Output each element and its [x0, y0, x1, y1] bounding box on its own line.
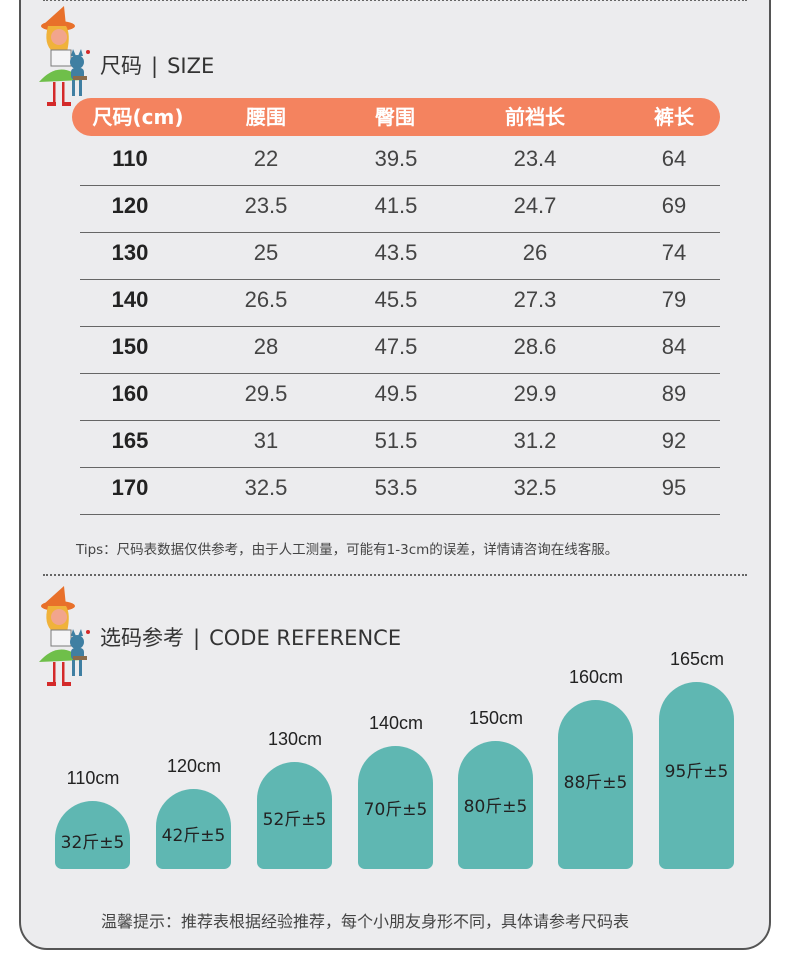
bar-weight-label: 32斤±5: [60, 833, 125, 853]
table-cell: 120: [111, 193, 149, 218]
table-cell: 69: [661, 193, 687, 218]
table-cell: 25: [253, 240, 279, 265]
bar-weight-label: 80斤±5: [463, 797, 528, 817]
table-cell: 41.5: [374, 193, 418, 218]
table-cell: 74: [661, 240, 687, 265]
size-title-cn: 尺码: [100, 54, 142, 78]
weight-bar: 95斤±5: [659, 682, 734, 869]
table-cell: 29.9: [513, 381, 557, 406]
table-cell: 110: [112, 146, 148, 171]
header-waist: 腰围: [246, 105, 286, 129]
table-row: 170 32.5 53.5 32.5 95: [80, 467, 720, 515]
table-cell: 47.5: [374, 334, 418, 359]
reference-title-en: CODE REFERENCE: [209, 626, 402, 650]
table-cell: 28: [253, 334, 279, 359]
header-pant-length: 裤长: [654, 105, 694, 129]
witch-mascot-icon: [39, 6, 90, 106]
table-cell: 26.5: [244, 287, 288, 312]
table-cell: 31.2: [513, 428, 557, 453]
bar-height-label: 150cm: [468, 708, 524, 728]
bar-weight-label: 95斤±5: [664, 762, 729, 782]
reference-section-title: 选码参考 | CODE REFERENCE: [100, 622, 401, 652]
table-cell: 23.4: [513, 146, 557, 171]
table-row: 165 31 51.5 31.2 92: [80, 420, 720, 468]
weight-bar: 88斤±5: [558, 700, 633, 869]
bar-weight-label: 88斤±5: [563, 773, 628, 793]
table-cell: 22: [253, 146, 279, 171]
table-cell: 51.5: [374, 428, 418, 453]
reference-title-cn: 选码参考: [100, 626, 184, 650]
bar-weight-label: 52斤±5: [262, 810, 327, 830]
table-row: 150 28 47.5 28.6 84: [80, 326, 720, 374]
table-cell: 23.5: [244, 193, 288, 218]
header-size: 尺码(cm): [92, 105, 184, 129]
top-divider: [43, 0, 747, 1]
section-divider: [43, 574, 747, 576]
table-cell: 140: [111, 287, 149, 312]
bar-weight-label: 70斤±5: [363, 800, 428, 820]
weight-bar: 70斤±5: [358, 746, 433, 869]
title-separator: |: [193, 626, 201, 650]
tips-note: Tips：尺码表数据仅供参考，由于人工测量，可能有1-3cm的误差，详情请咨询在…: [76, 542, 619, 558]
table-cell: 24.7: [513, 193, 557, 218]
bar-height-label: 160cm: [568, 667, 624, 687]
weight-bar: 52斤±5: [257, 762, 332, 869]
title-separator: |: [151, 54, 159, 78]
witch-mascot-icon: [39, 586, 90, 686]
table-row: 160 29.5 49.5 29.9 89: [80, 373, 720, 421]
table-cell: 39.5: [374, 146, 418, 171]
table-cell: 92: [661, 428, 687, 453]
bar-weight-label: 42斤±5: [161, 826, 226, 846]
table-cell: 160: [111, 381, 149, 406]
weight-bar: 80斤±5: [458, 741, 533, 869]
table-cell: 27.3: [513, 287, 557, 312]
bottom-tip: 温馨提示：推荐表根据经验推荐，每个小朋友身形不同，具体请参考尺码表: [101, 912, 630, 931]
table-cell: 130: [111, 240, 149, 265]
table-cell: 79: [661, 287, 687, 312]
header-hip: 臀围: [375, 105, 415, 129]
table-cell: 170: [111, 475, 149, 500]
table-cell: 32.5: [513, 475, 557, 500]
table-cell: 49.5: [374, 381, 418, 406]
weight-bar: 42斤±5: [156, 789, 231, 869]
table-cell: 26: [522, 240, 548, 265]
size-table-header: 尺码(cm) 腰围 臀围 前裆长 裤长: [72, 98, 720, 136]
table-cell: 45.5: [374, 287, 418, 312]
table-cell: 89: [661, 381, 687, 406]
table-cell: 31: [253, 428, 279, 453]
table-row: 140 26.5 45.5 27.3 79: [80, 279, 720, 327]
bar-height-label: 140cm: [368, 713, 424, 733]
table-cell: 28.6: [513, 334, 557, 359]
bar-height-label: 130cm: [267, 729, 323, 749]
table-cell: 84: [661, 334, 687, 359]
table-cell: 29.5: [244, 381, 288, 406]
table-cell: 64: [661, 146, 687, 171]
bar-height-label: 110cm: [66, 768, 120, 788]
table-cell: 32.5: [244, 475, 288, 500]
size-title-en: SIZE: [167, 54, 215, 78]
table-row: 130 25 43.5 26 74: [80, 232, 720, 280]
table-cell: 95: [661, 475, 687, 500]
table-cell: 53.5: [374, 475, 418, 500]
bar-height-label: 165cm: [669, 649, 725, 669]
table-row: 110 22 39.5 23.4 64: [80, 138, 720, 186]
table-cell: 43.5: [374, 240, 418, 265]
table-row: 120 23.5 41.5 24.7 69: [80, 185, 720, 233]
table-cell: 165: [111, 428, 149, 453]
weight-bar: 32斤±5: [55, 801, 130, 869]
header-front-rise: 前裆长: [505, 105, 565, 129]
size-section-title: 尺码 | SIZE: [100, 50, 214, 80]
table-cell: 150: [111, 334, 149, 359]
bar-height-label: 120cm: [166, 756, 222, 776]
